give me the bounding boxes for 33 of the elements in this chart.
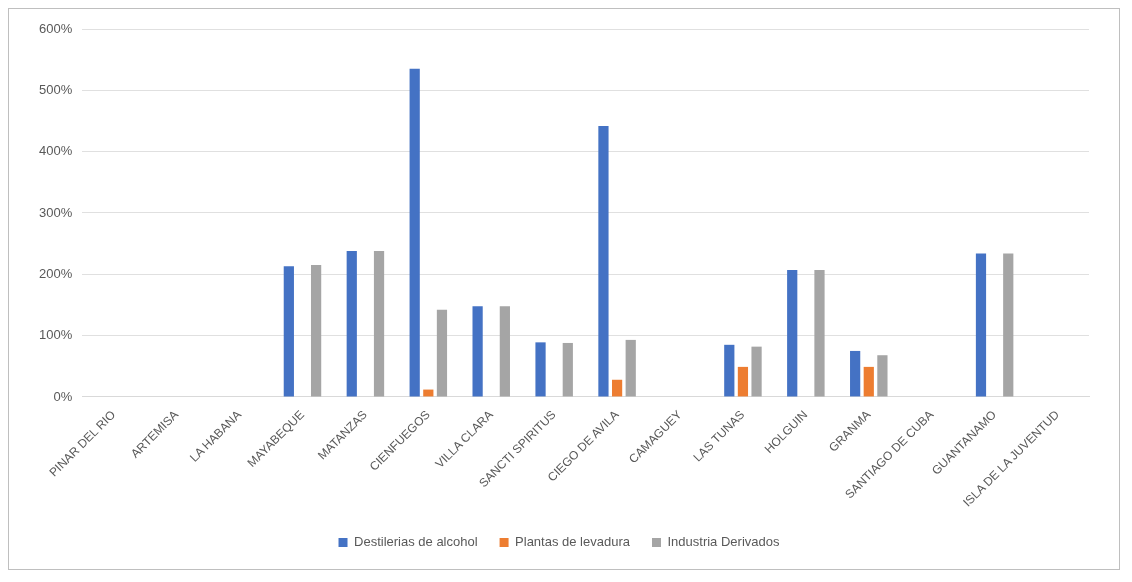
bar [283, 266, 294, 397]
y-tick-label: 500% [39, 81, 73, 97]
bar [625, 339, 636, 397]
bar [373, 250, 385, 397]
bar [562, 342, 573, 397]
bar [611, 379, 623, 397]
bar [436, 309, 448, 397]
bar [499, 306, 510, 397]
bar [311, 265, 322, 397]
bar [850, 350, 861, 397]
y-tick-label: 400% [39, 143, 73, 159]
bar [814, 269, 825, 397]
legend-label: Industria Derivados [667, 534, 780, 550]
bar [877, 355, 888, 397]
bar [472, 306, 483, 397]
legend-label: Plantas de levadura [515, 534, 631, 550]
y-tick-label: 200% [39, 265, 73, 281]
bar [975, 253, 987, 397]
legend-label: Destilerias de alcohol [354, 534, 478, 550]
bar [863, 366, 874, 397]
y-tick-label: 0% [53, 388, 73, 404]
bar [1003, 253, 1014, 397]
y-tick-label: 300% [39, 204, 73, 220]
bar [787, 269, 798, 397]
y-tick-label: 100% [39, 327, 73, 343]
bar [737, 366, 749, 397]
bar [598, 125, 609, 397]
bar [535, 342, 546, 397]
bar [724, 344, 735, 397]
y-tick-label: 600% [39, 20, 73, 36]
bar [346, 250, 357, 397]
bar [409, 68, 420, 397]
bar [751, 346, 762, 397]
